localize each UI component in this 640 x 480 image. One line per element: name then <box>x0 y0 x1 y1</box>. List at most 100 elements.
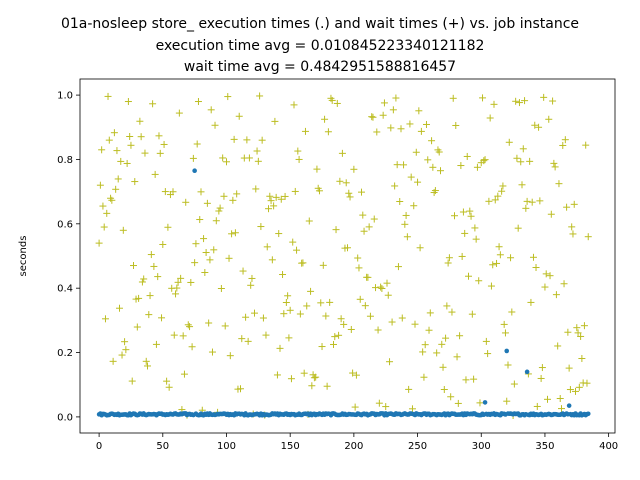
x-tick-label: 50 <box>156 441 169 452</box>
wait-time-point <box>470 375 478 383</box>
wait-time-point <box>528 198 536 206</box>
wait-time-point <box>189 154 197 162</box>
wait-time-point <box>508 308 516 316</box>
plot-frame <box>79 78 616 434</box>
wait-time-point <box>149 100 157 108</box>
wait-time-point <box>389 106 397 114</box>
wait-time-point <box>379 111 387 119</box>
wait-time-point <box>458 252 466 260</box>
wait-time-point <box>533 402 541 410</box>
wait-time-point <box>466 207 474 215</box>
wait-time-point <box>122 346 130 354</box>
wait-time-point <box>285 334 293 342</box>
wait-time-point <box>401 220 409 228</box>
wait-time-point <box>335 331 343 339</box>
wait-time-point <box>130 262 137 270</box>
wait-time-point <box>271 117 279 125</box>
wait-time-point <box>109 357 117 365</box>
wait-time-point <box>558 405 565 413</box>
wait-time-point <box>415 107 423 115</box>
wait-time-point <box>317 299 325 307</box>
wait-time-point <box>405 385 413 393</box>
wait-time-point <box>340 320 348 328</box>
x-tick-label: 150 <box>281 441 300 452</box>
wait-time-point <box>202 249 210 257</box>
wait-time-point <box>397 125 405 133</box>
x-tick-label: 400 <box>599 441 618 452</box>
wait-time-point <box>215 207 223 215</box>
wait-time-point <box>454 399 462 407</box>
wait-time-point <box>331 333 339 341</box>
wait-time-point <box>350 165 358 173</box>
wait-time-point <box>118 351 126 359</box>
wait-time-point <box>431 187 439 195</box>
wait-time-point <box>336 177 344 185</box>
wait-time-point <box>277 195 285 203</box>
wait-time-point <box>287 375 295 383</box>
wait-time-point <box>141 149 149 157</box>
wait-time-point <box>315 187 323 195</box>
wait-time-point <box>426 309 434 317</box>
wait-time-point <box>375 399 383 407</box>
wait-time-point <box>370 215 378 223</box>
wait-time-point <box>100 223 108 231</box>
wait-time-point <box>577 332 585 340</box>
wait-time-point <box>193 140 201 148</box>
wait-time-point <box>480 157 488 165</box>
wait-time-point <box>498 187 506 195</box>
wait-time-point <box>531 121 539 129</box>
wait-time-point <box>208 348 216 356</box>
wait-time-point <box>383 279 391 287</box>
wait-time-point <box>391 182 399 190</box>
wait-time-point <box>333 99 341 107</box>
wait-time-point <box>203 199 211 207</box>
wait-time-point <box>104 92 112 100</box>
wait-time-point <box>347 325 355 333</box>
wait-time-point <box>463 152 471 160</box>
wait-time-point <box>560 280 568 288</box>
wait-time-point <box>419 348 427 356</box>
x-tick-label: 250 <box>408 441 427 452</box>
wait-time-point <box>369 113 377 121</box>
wait-time-point <box>504 361 512 369</box>
wait-time-point <box>207 106 215 114</box>
wait-time-point <box>282 298 290 306</box>
wait-time-point <box>496 251 504 259</box>
execution-time-point <box>192 168 197 174</box>
wait-time-point <box>150 262 158 270</box>
wait-time-point <box>382 403 390 411</box>
wait-time-point <box>194 98 202 106</box>
y-tick-label: 0.8 <box>57 155 73 166</box>
wait-time-point <box>408 405 416 413</box>
wait-time-point <box>258 136 266 144</box>
wait-time-point <box>416 244 424 252</box>
wait-time-point <box>231 229 239 237</box>
wait-time-point <box>406 120 414 128</box>
wait-time-point <box>468 310 476 318</box>
wait-time-point <box>396 198 404 206</box>
wait-time-point <box>147 251 155 259</box>
wait-time-point <box>359 211 367 219</box>
wait-time-point <box>392 94 400 102</box>
wait-time-point <box>559 141 567 149</box>
wait-time-point <box>473 163 481 171</box>
wait-time-point <box>337 315 345 323</box>
wait-time-point <box>206 256 214 264</box>
wait-time-point <box>233 190 241 198</box>
execution-times-series <box>96 168 591 418</box>
wait-time-point <box>424 156 432 164</box>
wait-time-point <box>200 235 208 243</box>
wait-time-point <box>503 397 511 405</box>
wait-time-point <box>112 185 120 193</box>
wait-time-point <box>248 274 256 282</box>
wait-time-point <box>154 273 162 281</box>
wait-time-point <box>276 344 284 352</box>
wait-time-point <box>552 291 560 299</box>
wait-time-point <box>295 155 303 163</box>
wait-time-point <box>290 101 298 109</box>
wait-time-point <box>173 284 181 292</box>
wait-time-point <box>289 238 297 246</box>
wait-time-point <box>400 161 408 169</box>
wait-time-point <box>355 264 363 272</box>
